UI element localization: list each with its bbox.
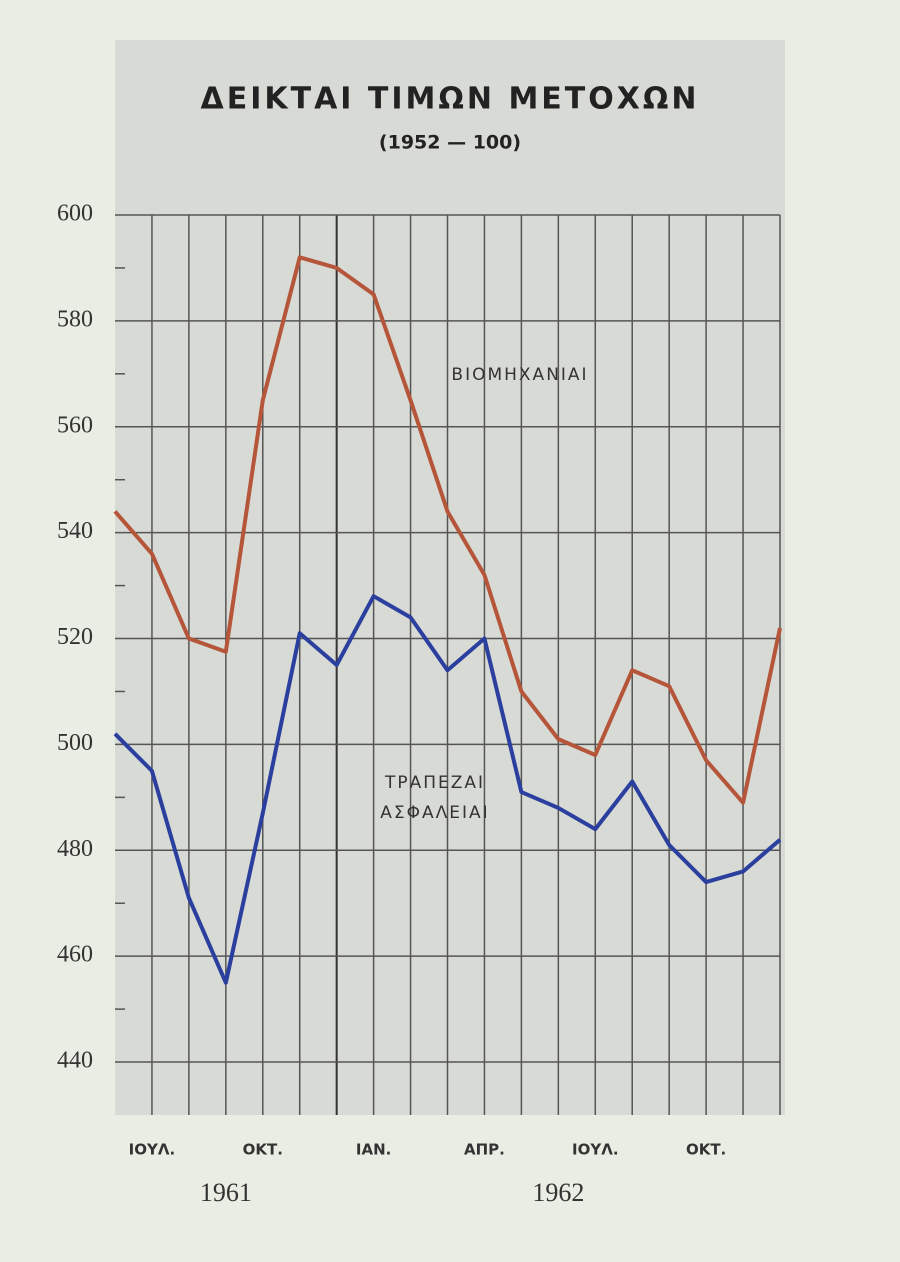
y-tick-label: 440	[57, 1048, 93, 1074]
y-tick-label: 540	[57, 518, 93, 544]
y-tick-label: 580	[57, 306, 93, 332]
plot-background	[115, 40, 785, 1115]
x-tick-label: ΟΚΤ.	[243, 1141, 283, 1159]
y-tick-label: 560	[57, 412, 93, 438]
y-tick-label: 460	[57, 942, 93, 968]
chart-subtitle: (1952 — 100)	[379, 132, 521, 154]
series-label: ΤΡΑΠΕΖΑΙ ΑΣΦΑΛΕΙΑΙ	[380, 773, 490, 823]
chart-title: ΔΕΙΚΤΑΙ ΤΙΜΩΝ ΜΕΤΟΧΩΝ	[201, 82, 700, 117]
x-tick-label: ΟΚΤ.	[686, 1141, 726, 1159]
y-tick-label: 600	[57, 201, 93, 227]
x-tick-label: ΙΑΝ.	[356, 1141, 391, 1159]
series-line	[113, 255, 782, 805]
year-label: 1961	[200, 1178, 252, 1207]
year-label: 1962	[532, 1178, 584, 1207]
x-tick-label: ΑΠΡ.	[464, 1141, 505, 1159]
x-tick-label: ΙΟΥΛ.	[572, 1141, 619, 1159]
x-tick-label: ΙΟΥΛ.	[129, 1141, 176, 1159]
y-tick-label: 520	[57, 624, 93, 650]
y-tick-label: 500	[57, 730, 93, 756]
series-label: ΒΙΟΜΗΧΑΝΙΑΙ	[451, 365, 589, 385]
y-tick-label: 480	[57, 836, 93, 862]
series-line	[113, 594, 782, 985]
